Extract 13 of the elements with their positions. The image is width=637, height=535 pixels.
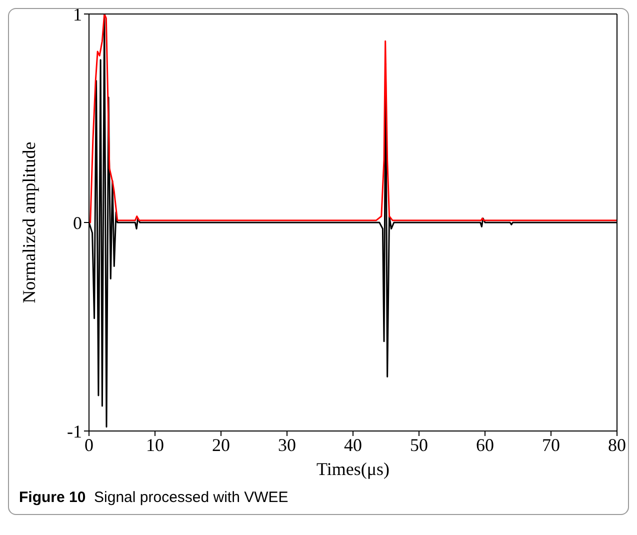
y-tick-label: -1 [67,421,82,442]
x-tick-label: 40 [344,434,362,455]
y-axis-title: Normalized amplitude [19,142,39,304]
x-tick-label: 60 [476,434,494,455]
x-tick-label: 50 [410,434,428,455]
x-axis-title: Times(μs) [316,459,390,479]
x-tick-label: 80 [608,434,626,455]
caption: Figure 10 Signal processed with VWEE [19,489,288,506]
x-tick-label: 30 [278,434,296,455]
x-tick-label: 20 [212,434,230,455]
x-tick-label: 10 [146,434,164,455]
x-tick-label: 70 [542,434,560,455]
y-tick-label: 0 [73,212,82,233]
